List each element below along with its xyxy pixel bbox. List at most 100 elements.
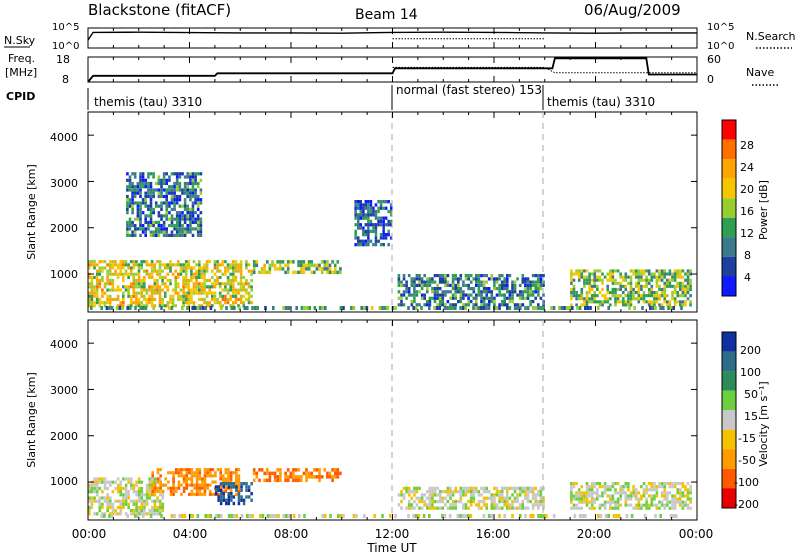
echo-cell bbox=[331, 468, 334, 472]
echo-cell bbox=[129, 301, 133, 305]
echo-cell bbox=[339, 471, 342, 476]
echo-cell bbox=[413, 293, 416, 297]
echo-cell bbox=[598, 275, 602, 279]
echo-cell bbox=[451, 296, 455, 300]
echo-cell bbox=[185, 483, 188, 487]
echo-cell bbox=[431, 290, 434, 294]
echo-cell bbox=[609, 275, 612, 279]
echo-cell bbox=[679, 294, 682, 298]
echo-cell bbox=[632, 269, 635, 273]
echo-cell bbox=[285, 306, 288, 310]
echo-cell bbox=[282, 514, 285, 518]
echo-cell bbox=[302, 267, 306, 271]
echo-cell bbox=[174, 304, 177, 308]
echo-cell bbox=[187, 301, 191, 305]
echo-cell bbox=[590, 482, 594, 486]
echo-cell bbox=[493, 280, 496, 284]
echo-cell bbox=[111, 272, 115, 276]
echo-cell bbox=[252, 263, 256, 268]
echo-cell bbox=[189, 178, 192, 182]
echo-cell bbox=[390, 209, 393, 214]
echo-cell bbox=[449, 503, 452, 507]
echo-cell bbox=[487, 496, 491, 500]
echo-cell bbox=[108, 306, 111, 310]
echo-cell bbox=[181, 514, 184, 518]
echo-cell bbox=[647, 287, 651, 291]
echo-cell bbox=[160, 178, 163, 182]
echo-cell bbox=[242, 285, 246, 289]
echo-cell bbox=[226, 291, 230, 295]
echo-cell bbox=[663, 281, 666, 285]
echo-cell bbox=[475, 503, 478, 507]
echo-cell bbox=[462, 486, 465, 490]
echo-cell bbox=[487, 306, 491, 310]
echo-cell bbox=[108, 294, 112, 298]
velocity-ytick-2000: 2000 bbox=[50, 430, 78, 443]
echo-cell bbox=[354, 229, 357, 233]
echo-cell bbox=[444, 490, 447, 494]
echo-cell bbox=[627, 488, 630, 492]
echo-cell bbox=[663, 275, 666, 279]
echo-cell bbox=[472, 493, 476, 497]
echo-cell bbox=[354, 223, 357, 227]
echo-cell bbox=[390, 203, 393, 207]
echo-cell bbox=[203, 474, 207, 478]
echo-cell bbox=[526, 496, 530, 500]
echo-cell bbox=[400, 283, 403, 287]
cpid-label: CPID bbox=[6, 90, 35, 103]
echo-cell bbox=[624, 485, 628, 489]
echo-cell bbox=[168, 201, 171, 205]
echo-cell bbox=[441, 293, 445, 297]
colorbar-swatch bbox=[722, 410, 736, 430]
echo-cell bbox=[482, 296, 486, 300]
echo-cell bbox=[539, 277, 543, 281]
echo-cell bbox=[627, 275, 630, 279]
echo-cell bbox=[451, 283, 455, 287]
echo-cell bbox=[428, 503, 432, 507]
echo-cell bbox=[149, 514, 153, 518]
echo-cell bbox=[436, 274, 439, 278]
echo-cell bbox=[405, 486, 408, 490]
echo-cell bbox=[529, 300, 532, 304]
echo-cell bbox=[359, 223, 362, 227]
echo-cell bbox=[624, 482, 628, 486]
echo-cell bbox=[493, 499, 496, 504]
echo-cell bbox=[467, 303, 470, 307]
echo-cell bbox=[108, 279, 112, 283]
echo-cell bbox=[617, 514, 621, 518]
echo-cell bbox=[606, 287, 609, 291]
echo-cell bbox=[363, 306, 366, 310]
echo-cell bbox=[200, 291, 204, 295]
echo-cell bbox=[500, 280, 504, 284]
echo-cell bbox=[518, 503, 522, 507]
echo-cell bbox=[147, 204, 150, 208]
echo-cell bbox=[226, 282, 230, 286]
echo-cell bbox=[508, 300, 512, 304]
colorbar-swatch bbox=[722, 351, 736, 372]
echo-cell bbox=[224, 301, 227, 305]
echo-cell bbox=[606, 297, 609, 301]
echo-cell bbox=[140, 304, 143, 308]
echo-cell bbox=[181, 224, 184, 228]
echo-cell bbox=[369, 200, 373, 204]
echo-cell bbox=[178, 188, 182, 192]
echo-cell bbox=[539, 499, 543, 504]
echo-cell bbox=[577, 297, 581, 301]
echo-cell bbox=[175, 178, 179, 182]
echo-cell bbox=[451, 287, 455, 291]
echo-cell bbox=[457, 283, 460, 287]
echo-cell bbox=[402, 290, 406, 294]
echo-cell bbox=[666, 503, 669, 507]
echo-cell bbox=[537, 303, 540, 307]
echo-cell bbox=[183, 514, 187, 518]
echo-cell bbox=[101, 502, 104, 506]
echo-cell bbox=[221, 260, 225, 264]
echo-cell bbox=[583, 281, 586, 285]
echo-cell bbox=[103, 285, 107, 289]
echo-cell bbox=[477, 293, 481, 297]
echo-cell bbox=[226, 269, 230, 273]
echo-cell bbox=[650, 275, 654, 279]
echo-cell bbox=[676, 291, 679, 295]
echo-cell bbox=[336, 468, 340, 472]
echo-cell bbox=[387, 209, 390, 214]
